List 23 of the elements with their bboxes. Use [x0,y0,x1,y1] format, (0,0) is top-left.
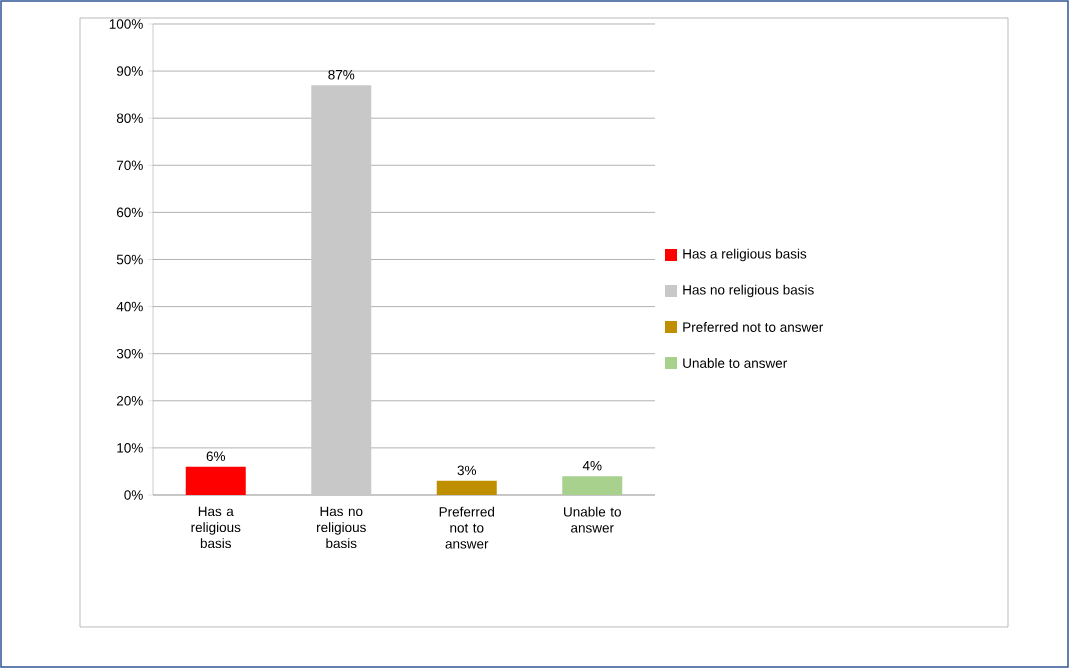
y-tick-label: 80% [116,113,143,123]
legend-label: Unable to answer [683,358,787,368]
y-tick-label: 50% [116,254,143,265]
x-tick-label: Unable to answer [564,506,621,533]
data-label: 87% [328,69,355,80]
y-tick-label: 40% [116,301,143,312]
y-tick-label: 0% [124,490,143,500]
x-tick-label: Has a religious basis [191,506,241,549]
y-tick-label: 60% [116,207,143,218]
x-tick-label: Has no religious basis [317,506,366,549]
data-label: 4% [582,461,602,471]
y-tick-label: 30% [116,348,143,359]
legend-label: Preferred not to answer [683,322,824,332]
legend-label: Has no religious basis [683,284,814,298]
y-tick-label: 70% [116,160,143,171]
y-tick-label: 90% [116,66,143,76]
x-tick-label: Preferred not to answer [439,506,495,549]
data-label: 3% [457,465,477,476]
legend-label: Has a religious basis [683,248,807,262]
y-tick-label: 100% [109,19,143,29]
y-tick-label: 20% [116,396,143,406]
data-label: 6% [206,451,226,462]
y-tick-label: 10% [117,443,143,453]
